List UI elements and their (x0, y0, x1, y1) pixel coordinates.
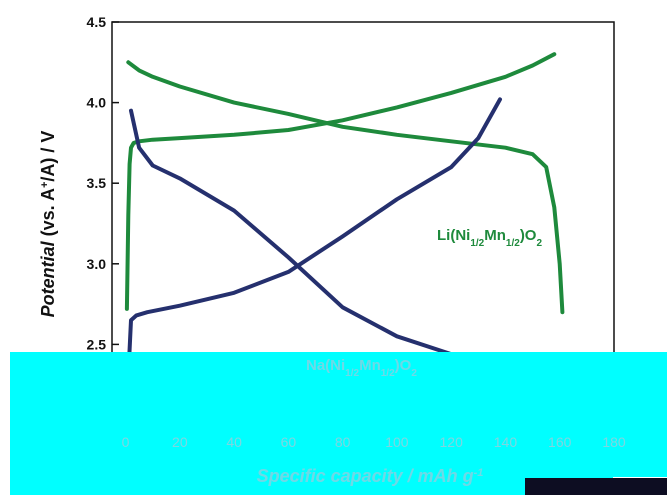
x-axis-ticks-faint: 0 20 40 60 80 100 120 140 160 180 (122, 434, 626, 450)
x-tick-label: 40 (226, 434, 242, 450)
series-label-li: Li(Ni1/2Mn1/2)O2 (437, 227, 542, 249)
x-tick-label: 180 (602, 434, 626, 450)
y-axis-ticks: 2.02.53.03.54.04.5 (87, 14, 119, 433)
dark-overlay-block (525, 478, 667, 495)
cyan-overlay-band (10, 352, 613, 495)
series-line-0 (124, 52, 557, 311)
x-tick-label: 0 (122, 434, 130, 450)
y-tick-label: 3.5 (87, 175, 107, 191)
series-line-2 (126, 97, 502, 379)
y-tick-label: 2.5 (87, 336, 107, 352)
x-tick-label: 100 (385, 434, 409, 450)
y-tick-label: 3.0 (87, 256, 107, 272)
x-tick-label: 20 (172, 434, 188, 450)
series-label-na: Na(Ni1/2Mn1/2)O2 (306, 357, 417, 379)
x-tick-label: 80 (335, 434, 351, 450)
y-axis-title: Potential (vs. A+/A) / V (38, 131, 58, 318)
x-tick-label: 160 (548, 434, 572, 450)
series-line-1 (126, 60, 565, 315)
x-tick-label: 120 (440, 434, 464, 450)
x-tick-label: 60 (281, 434, 297, 450)
x-tick-label: 140 (494, 434, 518, 450)
y-tick-label: 4.0 (87, 95, 107, 111)
x-axis-title: Specific capacity / mAh g-1 (257, 466, 484, 486)
cyan-overlay-strip (613, 352, 667, 477)
y-tick-label: 4.5 (87, 14, 107, 30)
